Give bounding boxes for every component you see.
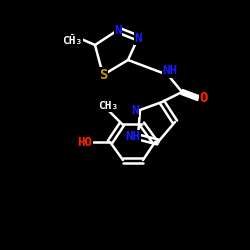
Text: O: O	[200, 91, 208, 105]
Text: HO: HO	[78, 136, 92, 148]
Text: S: S	[99, 68, 107, 82]
Text: N: N	[131, 104, 139, 117]
Text: CH₃: CH₃	[62, 36, 82, 46]
Text: NH: NH	[126, 130, 140, 143]
Text: N: N	[114, 24, 122, 36]
Text: CH₃: CH₃	[98, 101, 118, 111]
Text: N: N	[134, 32, 142, 44]
Text: NH: NH	[162, 64, 178, 78]
